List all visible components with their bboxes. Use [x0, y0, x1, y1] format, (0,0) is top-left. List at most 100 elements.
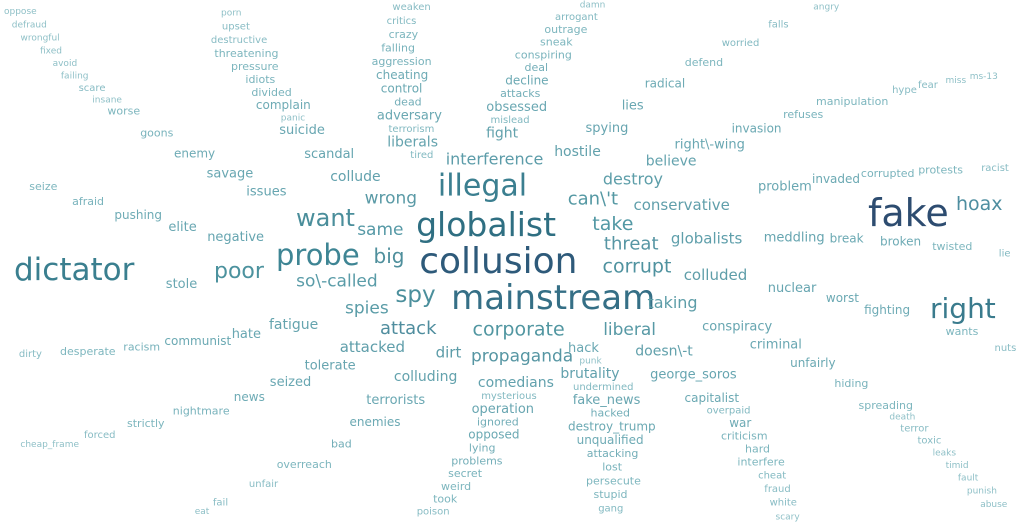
- cloud-word: failing: [61, 72, 89, 82]
- cloud-word: fatigue: [269, 317, 318, 333]
- cloud-word: insane: [92, 95, 122, 105]
- cloud-word: attacking: [587, 447, 639, 460]
- cloud-word: stole: [166, 277, 197, 292]
- cloud-word: invaded: [812, 172, 860, 186]
- cloud-word: so\-called: [296, 272, 378, 292]
- cloud-word: capitalist: [685, 391, 740, 405]
- cloud-word: outrage: [544, 23, 587, 36]
- cloud-word: terror: [900, 424, 929, 435]
- cloud-word: mislead: [491, 115, 530, 126]
- cloud-word: nuts: [995, 343, 1017, 354]
- cloud-word: mysterious: [481, 391, 537, 402]
- cloud-word: believe: [646, 154, 697, 170]
- cloud-word: tired: [410, 150, 433, 161]
- cloud-word: collusion: [419, 241, 577, 282]
- cloud-word: ms-13: [970, 72, 998, 82]
- cloud-word: control: [381, 82, 423, 96]
- cloud-word: ignored: [477, 415, 519, 428]
- cloud-word: strictly: [127, 417, 165, 430]
- cloud-word: lie: [999, 249, 1011, 260]
- cloud-word: dirt: [436, 343, 462, 361]
- cloud-word: protests: [918, 163, 963, 176]
- cloud-word: dead: [394, 96, 421, 109]
- cloud-word: persecute: [586, 474, 641, 487]
- cloud-word: unfairly: [790, 356, 836, 370]
- cloud-word: upset: [222, 22, 250, 33]
- cloud-word: threat: [604, 234, 659, 255]
- cloud-word: hoax: [956, 193, 1003, 215]
- cloud-word: interference: [446, 150, 544, 169]
- cloud-word: death: [889, 413, 915, 423]
- cloud-word: white: [770, 498, 797, 509]
- cloud-word: deal: [525, 61, 549, 74]
- cloud-word: undermined: [573, 382, 633, 393]
- cloud-word: overreach: [277, 458, 332, 471]
- cloud-word: radical: [645, 76, 686, 90]
- cloud-word: racism: [123, 341, 160, 354]
- cloud-word: can\'t: [568, 188, 618, 209]
- cloud-word: panic: [281, 114, 305, 124]
- cloud-word: hack: [568, 341, 599, 356]
- cloud-word: wants: [946, 325, 979, 338]
- cloud-word: critics: [387, 16, 417, 27]
- cloud-word: fail: [213, 498, 228, 509]
- cloud-word: fault: [958, 474, 979, 484]
- cloud-word: wrongful: [21, 34, 60, 44]
- cloud-word: decline: [505, 73, 548, 87]
- cloud-word: timid: [946, 461, 969, 471]
- cloud-word: weaken: [392, 2, 430, 13]
- cloud-word: falls: [768, 19, 788, 30]
- cloud-word: lost: [602, 461, 623, 474]
- cloud-word: suicide: [279, 123, 325, 138]
- cloud-word: seized: [270, 375, 311, 390]
- cloud-word: hacked: [591, 407, 631, 420]
- cloud-word: corrupt: [603, 256, 672, 278]
- cloud-word: aggression: [372, 55, 432, 68]
- cloud-word: cheating: [376, 68, 428, 82]
- cloud-word: forced: [84, 430, 116, 441]
- cloud-word: stupid: [594, 488, 628, 501]
- cloud-word: fake: [868, 191, 949, 235]
- cloud-word: comedians: [478, 375, 554, 391]
- cloud-word: fighting: [864, 303, 910, 317]
- cloud-word: colluding: [394, 369, 457, 385]
- cloud-word: idiots: [245, 73, 275, 86]
- cloud-word: conspiracy: [702, 320, 772, 335]
- cloud-word: terrorists: [366, 393, 425, 408]
- cloud-word: abuse: [980, 500, 1008, 510]
- cloud-word: tolerate: [305, 359, 356, 374]
- cloud-word: obsessed: [486, 100, 547, 115]
- cloud-word: punish: [967, 487, 997, 497]
- cloud-word: falling: [381, 42, 415, 55]
- cloud-word: hostile: [554, 144, 601, 160]
- cloud-word: fraud: [764, 484, 790, 495]
- cloud-word: problems: [451, 454, 503, 467]
- cloud-word: afraid: [72, 195, 104, 208]
- cloud-word: same: [357, 220, 403, 240]
- cloud-word: unqualified: [577, 433, 644, 447]
- cloud-word: scare: [79, 83, 106, 94]
- cloud-word: opposed: [468, 428, 519, 442]
- cloud-word: enemies: [350, 415, 401, 429]
- cloud-word: nightmare: [173, 405, 230, 418]
- cloud-word: spying: [586, 121, 629, 136]
- cloud-word: taking: [648, 293, 698, 312]
- cloud-word: problem: [758, 179, 812, 194]
- cloud-word: spreading: [859, 399, 914, 412]
- cloud-word: attacked: [340, 338, 405, 356]
- cloud-word: gang: [598, 504, 623, 515]
- cloud-word: war: [729, 416, 751, 430]
- cloud-word: enemy: [174, 147, 215, 161]
- cloud-word: manipulation: [816, 95, 888, 108]
- cloud-word: propaganda: [471, 346, 573, 366]
- cloud-word: scary: [776, 512, 801, 522]
- cloud-word: liberals: [387, 134, 438, 150]
- cloud-word: weird: [441, 480, 471, 493]
- cloud-word: corrupted: [861, 167, 915, 180]
- cloud-word: destroy_trump: [568, 419, 656, 433]
- cloud-word: miss: [946, 76, 967, 86]
- cloud-word: doesn\-t: [635, 344, 693, 360]
- cloud-word: poor: [214, 259, 265, 284]
- cloud-word: fight: [486, 126, 519, 142]
